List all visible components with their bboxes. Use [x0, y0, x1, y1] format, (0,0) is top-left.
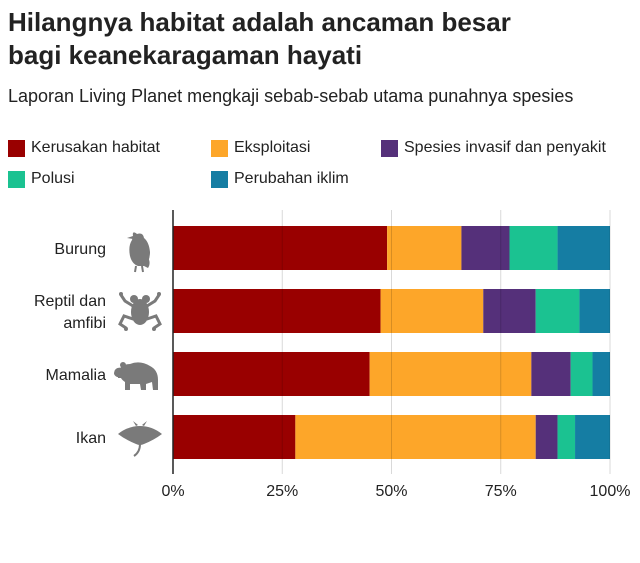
bar-segment	[173, 289, 381, 333]
bar-segment	[557, 415, 576, 459]
chart-subtitle: Laporan Living Planet mengkaji sebab-seb…	[8, 86, 574, 106]
bird-icon	[127, 232, 150, 273]
category-label-line: Burung	[54, 241, 106, 258]
legend-item-habitat-loss: Kerusakan habitat	[8, 137, 160, 159]
bar-segment	[570, 352, 593, 396]
stingray-icon	[118, 421, 162, 457]
legend-item-invasive-species: Spesies invasif dan penyakit	[381, 137, 606, 159]
category-label-line: Ikan	[76, 430, 106, 447]
bar-segment	[535, 415, 558, 459]
chart-title: Hilangnya habitat adalah ancaman besar b…	[8, 6, 628, 72]
category-label-line: amfibi	[63, 315, 106, 332]
frog-icon	[118, 292, 162, 331]
bar-segment	[531, 352, 571, 396]
bar-segment	[461, 226, 510, 270]
x-tick-label: 25%	[266, 483, 298, 500]
gridlines	[281, 210, 611, 474]
bar-segment	[295, 415, 536, 459]
category-label-line: Mamalia	[46, 367, 107, 384]
bar-segment	[369, 352, 532, 396]
bar-segment	[387, 226, 462, 270]
category-label-line: Reptil dan	[34, 293, 106, 310]
bear-icon	[114, 362, 158, 390]
bar-segment	[575, 415, 610, 459]
x-tick-label: 100%	[590, 483, 631, 500]
x-tick-label: 0%	[161, 483, 184, 500]
bar-segment	[173, 226, 388, 270]
legend-swatch	[211, 139, 228, 157]
bar-segment	[173, 415, 296, 459]
category-label: Mamalia	[46, 367, 107, 384]
bars	[173, 226, 610, 459]
bar-segment	[380, 289, 484, 333]
legend-item-exploitation: Eksploitasi	[211, 137, 310, 159]
legend-swatch	[8, 170, 25, 188]
legend-label: Perubahan iklim	[234, 170, 349, 187]
category-label: Ikan	[76, 430, 106, 447]
legend-item-climate-change: Perubahan iklim	[211, 168, 349, 190]
x-axis-tick-labels: 0% 25% 50% 75% 100%	[161, 483, 630, 500]
legend-label: Spesies invasif dan penyakit	[404, 139, 606, 156]
legend-item-pollution: Polusi	[8, 168, 75, 190]
legend-swatch	[8, 139, 25, 157]
category-labels: Burung Reptil dan amfibi Mamalia Ikan	[34, 241, 106, 447]
bar-segment	[483, 289, 536, 333]
legend-label: Kerusakan habitat	[31, 139, 160, 156]
bar-segment	[509, 226, 558, 270]
bar-segment	[173, 352, 370, 396]
x-tick-label: 50%	[375, 483, 407, 500]
legend-swatch	[211, 170, 228, 188]
bar-segment	[535, 289, 580, 333]
chart-title-line-2: bagi keanekaragaman hayati	[8, 40, 363, 70]
chart-title-line-1: Hilangnya habitat adalah ancaman besar	[8, 7, 511, 37]
category-label: Reptil dan amfibi	[34, 293, 106, 332]
bar-segment	[579, 289, 610, 333]
bar-segment	[557, 226, 610, 270]
category-icons	[114, 232, 162, 457]
stacked-bar-chart: Burung Reptil dan amfibi Mamalia Ikan	[34, 210, 630, 500]
x-tick-label: 75%	[485, 483, 517, 500]
category-label: Burung	[54, 241, 106, 258]
legend-label: Polusi	[31, 170, 75, 187]
legend-label: Eksploitasi	[234, 139, 311, 156]
bar-segment	[592, 352, 610, 396]
legend-swatch	[381, 139, 398, 157]
